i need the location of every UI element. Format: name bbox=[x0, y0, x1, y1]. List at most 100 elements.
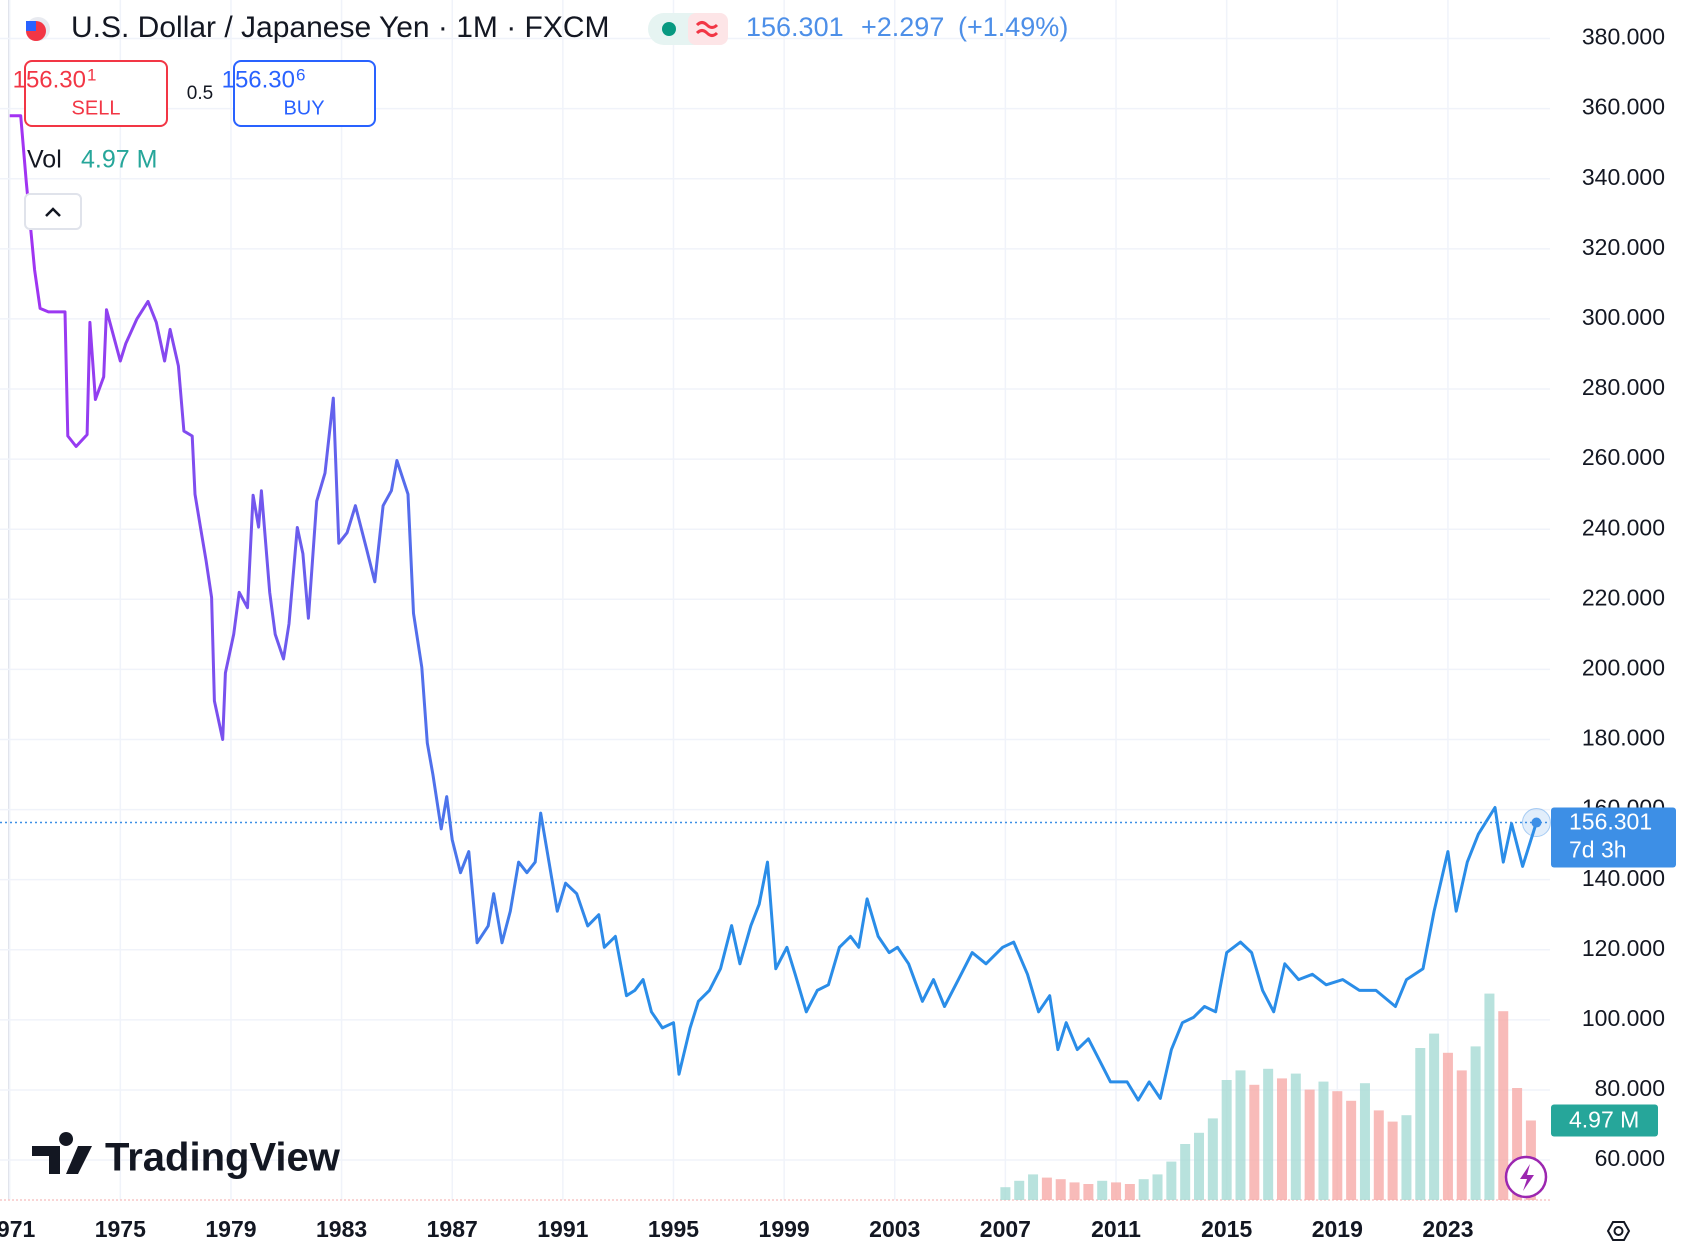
y-tick-label: 100.000 bbox=[1582, 1005, 1665, 1031]
settings-icon bbox=[1613, 1226, 1624, 1236]
x-tick-label: 1975 bbox=[95, 1216, 146, 1242]
volume-bar bbox=[1263, 1068, 1274, 1200]
volume-bar bbox=[1290, 1073, 1301, 1200]
volume-bar bbox=[1180, 1144, 1191, 1200]
volume-bar bbox=[1387, 1121, 1398, 1200]
volume-bar bbox=[1041, 1177, 1052, 1200]
delay-icon bbox=[695, 21, 719, 37]
y-tick-label: 340.000 bbox=[1582, 164, 1665, 190]
volume-bar bbox=[1055, 1179, 1066, 1200]
sell-price: 156.30 bbox=[13, 66, 86, 93]
header-change-pct: (+1.49%) bbox=[958, 12, 1068, 42]
volume-bar bbox=[1470, 1046, 1481, 1200]
y-tick-label: 260.000 bbox=[1582, 444, 1665, 470]
delay-badge[interactable] bbox=[688, 13, 728, 45]
x-tick-label: 2011 bbox=[1091, 1216, 1141, 1242]
x-tick-label: 2007 bbox=[980, 1216, 1031, 1242]
x-tick-label: 1983 bbox=[316, 1216, 367, 1242]
y-tick-label: 80.000 bbox=[1595, 1075, 1665, 1101]
x-tick-label: 1999 bbox=[759, 1216, 810, 1242]
sell-button[interactable] bbox=[24, 60, 168, 127]
volume-bar bbox=[1138, 1179, 1149, 1200]
volume-bar bbox=[1401, 1115, 1412, 1200]
y-tick-label: 180.000 bbox=[1582, 725, 1665, 751]
volume-bar bbox=[1498, 1011, 1509, 1200]
buy-button[interactable] bbox=[233, 60, 376, 127]
volume-bar bbox=[1207, 1118, 1218, 1200]
logo-text: TradingView bbox=[105, 1136, 341, 1180]
volume-value-box bbox=[1551, 1104, 1658, 1137]
last-price-box bbox=[1551, 807, 1676, 868]
volume-bar bbox=[1249, 1084, 1260, 1200]
collapse-button[interactable] bbox=[24, 193, 82, 230]
y-tick-label: 240.000 bbox=[1582, 514, 1665, 540]
volume-bar bbox=[1332, 1091, 1343, 1200]
header-price: 156.301 bbox=[746, 12, 844, 42]
x-tick-label: 2023 bbox=[1422, 1216, 1473, 1242]
x-tick-label: 1987 bbox=[427, 1216, 478, 1242]
y-tick-label: 120.000 bbox=[1582, 935, 1665, 961]
x-tick-label: 1991 bbox=[537, 1216, 588, 1242]
volume-bar bbox=[1000, 1187, 1011, 1200]
y-tick-label: 60.000 bbox=[1595, 1145, 1665, 1171]
y-tick-label: 220.000 bbox=[1582, 584, 1665, 610]
y-tick-label: 360.000 bbox=[1582, 94, 1665, 120]
volume-bar bbox=[1097, 1180, 1108, 1200]
x-tick-label: 1979 bbox=[205, 1216, 256, 1242]
y-tick-label: 140.000 bbox=[1582, 865, 1665, 891]
spread: 0.5 bbox=[187, 83, 213, 104]
x-tick-label: 1995 bbox=[648, 1216, 699, 1242]
header-change: +2.297 bbox=[861, 12, 944, 42]
volume-bar bbox=[1346, 1100, 1357, 1200]
x-tick-label: 2019 bbox=[1312, 1216, 1363, 1242]
volume-bar bbox=[1235, 1070, 1246, 1200]
volume-value-label: 4.97 M bbox=[1569, 1107, 1639, 1133]
volume-bar bbox=[1484, 993, 1495, 1200]
volume-bar bbox=[1069, 1182, 1080, 1200]
buy-price: 156.30 bbox=[222, 66, 295, 93]
volume-bar bbox=[1304, 1089, 1315, 1200]
y-tick-label: 320.000 bbox=[1582, 234, 1665, 260]
sell-label: SELL bbox=[72, 97, 121, 119]
x-tick-label: 2003 bbox=[869, 1216, 920, 1242]
volume-bar bbox=[1152, 1174, 1163, 1200]
price-line bbox=[9, 114, 1538, 1102]
volume-legend-value: 4.97 M bbox=[81, 146, 157, 174]
countdown-label: 7d 3h bbox=[1569, 837, 1627, 863]
settings-button[interactable] bbox=[1606, 1221, 1631, 1241]
volume-bar bbox=[1442, 1052, 1453, 1200]
volume-bar bbox=[1373, 1110, 1384, 1200]
volume-bar bbox=[1194, 1132, 1205, 1200]
market-open-dot bbox=[662, 22, 676, 36]
y-tick-label: 300.000 bbox=[1582, 304, 1665, 330]
volume-bar bbox=[1429, 1033, 1440, 1200]
volume-bar bbox=[1415, 1048, 1426, 1200]
volume-bar bbox=[1166, 1161, 1177, 1200]
y-tick-label: 200.000 bbox=[1582, 654, 1665, 680]
volume-bar bbox=[1028, 1174, 1039, 1200]
last-price-dot bbox=[1531, 817, 1542, 828]
volume-bar bbox=[1014, 1180, 1025, 1200]
volume-bar bbox=[1512, 1088, 1523, 1200]
volume-bar bbox=[1318, 1081, 1329, 1200]
x-tick-label: 1971 bbox=[0, 1216, 35, 1242]
volume-legend-label: Vol bbox=[27, 146, 62, 174]
logo-mark bbox=[32, 1132, 92, 1174]
buy-label: BUY bbox=[283, 97, 324, 119]
sell-pip: 1 bbox=[87, 65, 96, 84]
volume-bar bbox=[1111, 1182, 1122, 1200]
y-tick-label: 280.000 bbox=[1582, 374, 1665, 400]
volume-bar bbox=[1221, 1080, 1232, 1200]
volume-bar bbox=[1456, 1070, 1467, 1200]
volume-bar bbox=[1276, 1078, 1287, 1200]
x-tick-label: 2015 bbox=[1201, 1216, 1252, 1242]
buy-pip: 6 bbox=[296, 65, 305, 84]
collapse-icon bbox=[45, 207, 61, 217]
symbol-title: U.S. Dollar / Japanese Yen · 1M · FXCM bbox=[71, 11, 610, 44]
volume-bar bbox=[1359, 1083, 1370, 1200]
volume-bar bbox=[1083, 1184, 1094, 1200]
last-price-label: 156.301 bbox=[1569, 809, 1652, 835]
lightning-icon bbox=[1520, 1164, 1534, 1191]
flag-canton bbox=[26, 21, 36, 31]
